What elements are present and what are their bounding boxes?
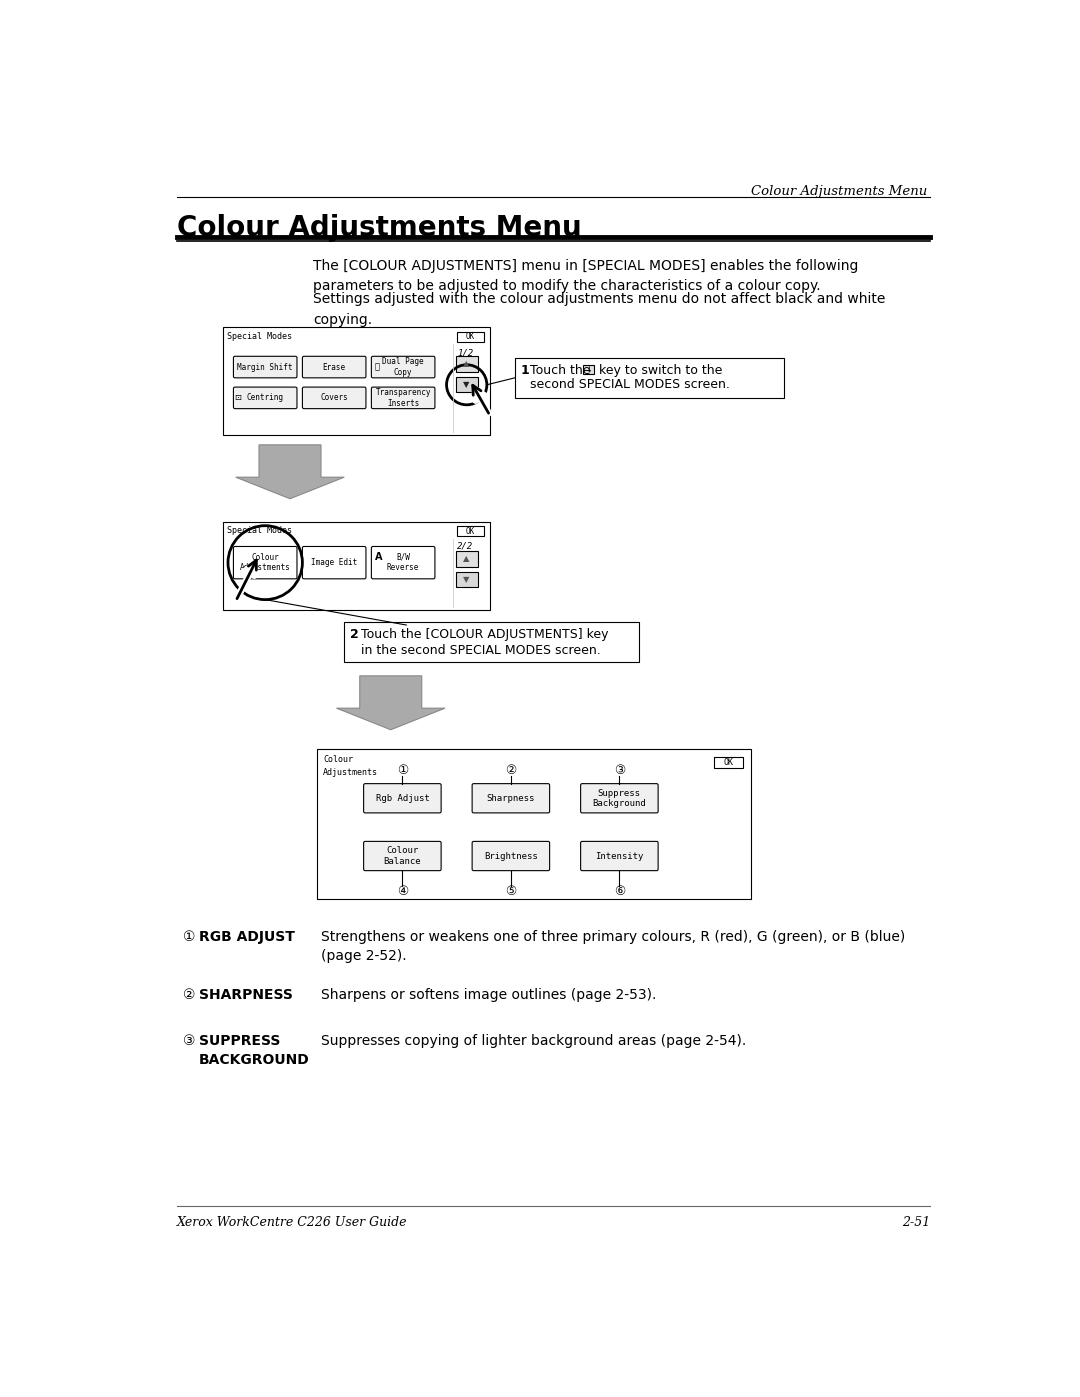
Text: ▲: ▲ — [463, 359, 470, 369]
FancyBboxPatch shape — [472, 841, 550, 870]
Polygon shape — [337, 676, 445, 729]
FancyBboxPatch shape — [302, 387, 366, 409]
Text: The [COLOUR ADJUSTMENTS] menu in [SPECIAL MODES] enables the following
parameter: The [COLOUR ADJUSTMENTS] menu in [SPECIA… — [313, 258, 859, 293]
Polygon shape — [235, 444, 345, 499]
Text: Special Modes: Special Modes — [227, 527, 293, 535]
Bar — [456, 571, 477, 587]
Text: Touch the: Touch the — [530, 365, 595, 377]
Bar — [458, 527, 484, 536]
Text: 📄: 📄 — [375, 363, 379, 372]
Bar — [222, 327, 490, 434]
Text: Sharpness: Sharpness — [487, 793, 535, 803]
FancyBboxPatch shape — [472, 784, 550, 813]
Bar — [456, 550, 477, 567]
Text: Colour Adjustments Menu: Colour Adjustments Menu — [751, 184, 927, 197]
Text: Suppresses copying of lighter background areas (page 2-54).: Suppresses copying of lighter background… — [321, 1034, 746, 1048]
FancyBboxPatch shape — [372, 546, 435, 578]
Text: Colour
Adjustments: Colour Adjustments — [323, 756, 378, 777]
Text: SUPPRESS
BACKGROUND: SUPPRESS BACKGROUND — [199, 1034, 309, 1067]
Text: 1/2: 1/2 — [458, 349, 473, 358]
FancyBboxPatch shape — [581, 784, 658, 813]
Text: RGB ADJUST: RGB ADJUST — [199, 930, 295, 944]
FancyBboxPatch shape — [233, 546, 297, 578]
FancyBboxPatch shape — [302, 546, 366, 578]
Bar — [456, 356, 477, 372]
Bar — [583, 365, 594, 374]
Text: Settings adjusted with the colour adjustments menu do not affect black and white: Settings adjusted with the colour adjust… — [313, 292, 886, 327]
Text: ①: ① — [183, 930, 195, 944]
Text: Sharpens or softens image outlines (page 2-53).: Sharpens or softens image outlines (page… — [321, 988, 657, 1002]
Text: ③: ③ — [183, 1034, 195, 1048]
FancyBboxPatch shape — [233, 387, 297, 409]
Text: 1: 1 — [521, 365, 529, 377]
Bar — [345, 622, 638, 662]
Text: ↓: ↓ — [585, 365, 592, 374]
FancyBboxPatch shape — [302, 356, 366, 377]
Text: ③: ③ — [613, 764, 625, 777]
Text: Covers: Covers — [321, 394, 348, 402]
Text: ⑤: ⑤ — [505, 884, 516, 898]
Text: ②: ② — [183, 988, 195, 1002]
Bar — [515, 358, 784, 398]
Text: OK: OK — [465, 331, 475, 341]
Text: Margin Shift: Margin Shift — [238, 363, 293, 372]
Bar — [222, 522, 490, 610]
Text: in the second SPECIAL MODES screen.: in the second SPECIAL MODES screen. — [362, 644, 602, 657]
Bar — [458, 331, 484, 342]
Text: Brightness: Brightness — [484, 852, 538, 861]
Text: OK: OK — [724, 757, 733, 767]
Text: SHARPNESS: SHARPNESS — [199, 988, 293, 1002]
Text: ⑥: ⑥ — [613, 884, 625, 898]
Text: Image Edit: Image Edit — [311, 559, 357, 567]
Bar — [318, 749, 751, 900]
Text: B/W
Reverse: B/W Reverse — [387, 553, 419, 573]
FancyBboxPatch shape — [581, 841, 658, 870]
Text: Intensity: Intensity — [595, 852, 644, 861]
Text: A: A — [375, 552, 382, 562]
Text: Colour Adjustments Menu: Colour Adjustments Menu — [177, 214, 582, 242]
FancyBboxPatch shape — [372, 387, 435, 409]
Text: ④: ④ — [396, 884, 408, 898]
Text: Special Modes: Special Modes — [227, 331, 293, 341]
FancyBboxPatch shape — [372, 356, 435, 377]
Text: ▼: ▼ — [463, 380, 470, 390]
Text: 2/2: 2/2 — [458, 542, 473, 550]
FancyBboxPatch shape — [233, 356, 297, 377]
Text: ▼: ▼ — [463, 576, 470, 584]
Text: Centring: Centring — [246, 394, 284, 402]
Text: OK: OK — [465, 527, 475, 535]
Text: ①: ① — [396, 764, 408, 777]
Text: 2: 2 — [350, 629, 360, 641]
Text: Transparency
Inserts: Transparency Inserts — [376, 388, 431, 408]
Text: ▲: ▲ — [463, 555, 470, 563]
Text: Erase: Erase — [323, 363, 346, 372]
FancyBboxPatch shape — [364, 841, 441, 870]
Text: Colour
Adjustments: Colour Adjustments — [240, 553, 291, 573]
Text: Suppress
Background: Suppress Background — [593, 788, 646, 807]
Bar — [456, 377, 477, 393]
Text: Strengthens or weakens one of three primary colours, R (red), G (green), or B (b: Strengthens or weakens one of three prim… — [321, 930, 905, 964]
FancyBboxPatch shape — [364, 784, 441, 813]
Text: Colour
Balance: Colour Balance — [383, 847, 421, 866]
Text: Dual Page
Copy: Dual Page Copy — [382, 358, 424, 377]
Text: 2-51: 2-51 — [902, 1217, 930, 1229]
Bar — [714, 757, 743, 768]
Text: second SPECIAL MODES screen.: second SPECIAL MODES screen. — [530, 377, 730, 391]
Text: key to switch to the: key to switch to the — [595, 365, 721, 377]
Text: ⊡: ⊡ — [234, 394, 241, 402]
Text: Rgb Adjust: Rgb Adjust — [376, 793, 429, 803]
Text: Xerox WorkCentre C226 User Guide: Xerox WorkCentre C226 User Guide — [177, 1217, 407, 1229]
Text: Touch the [COLOUR ADJUSTMENTS] key: Touch the [COLOUR ADJUSTMENTS] key — [362, 629, 609, 641]
Text: ②: ② — [505, 764, 516, 777]
